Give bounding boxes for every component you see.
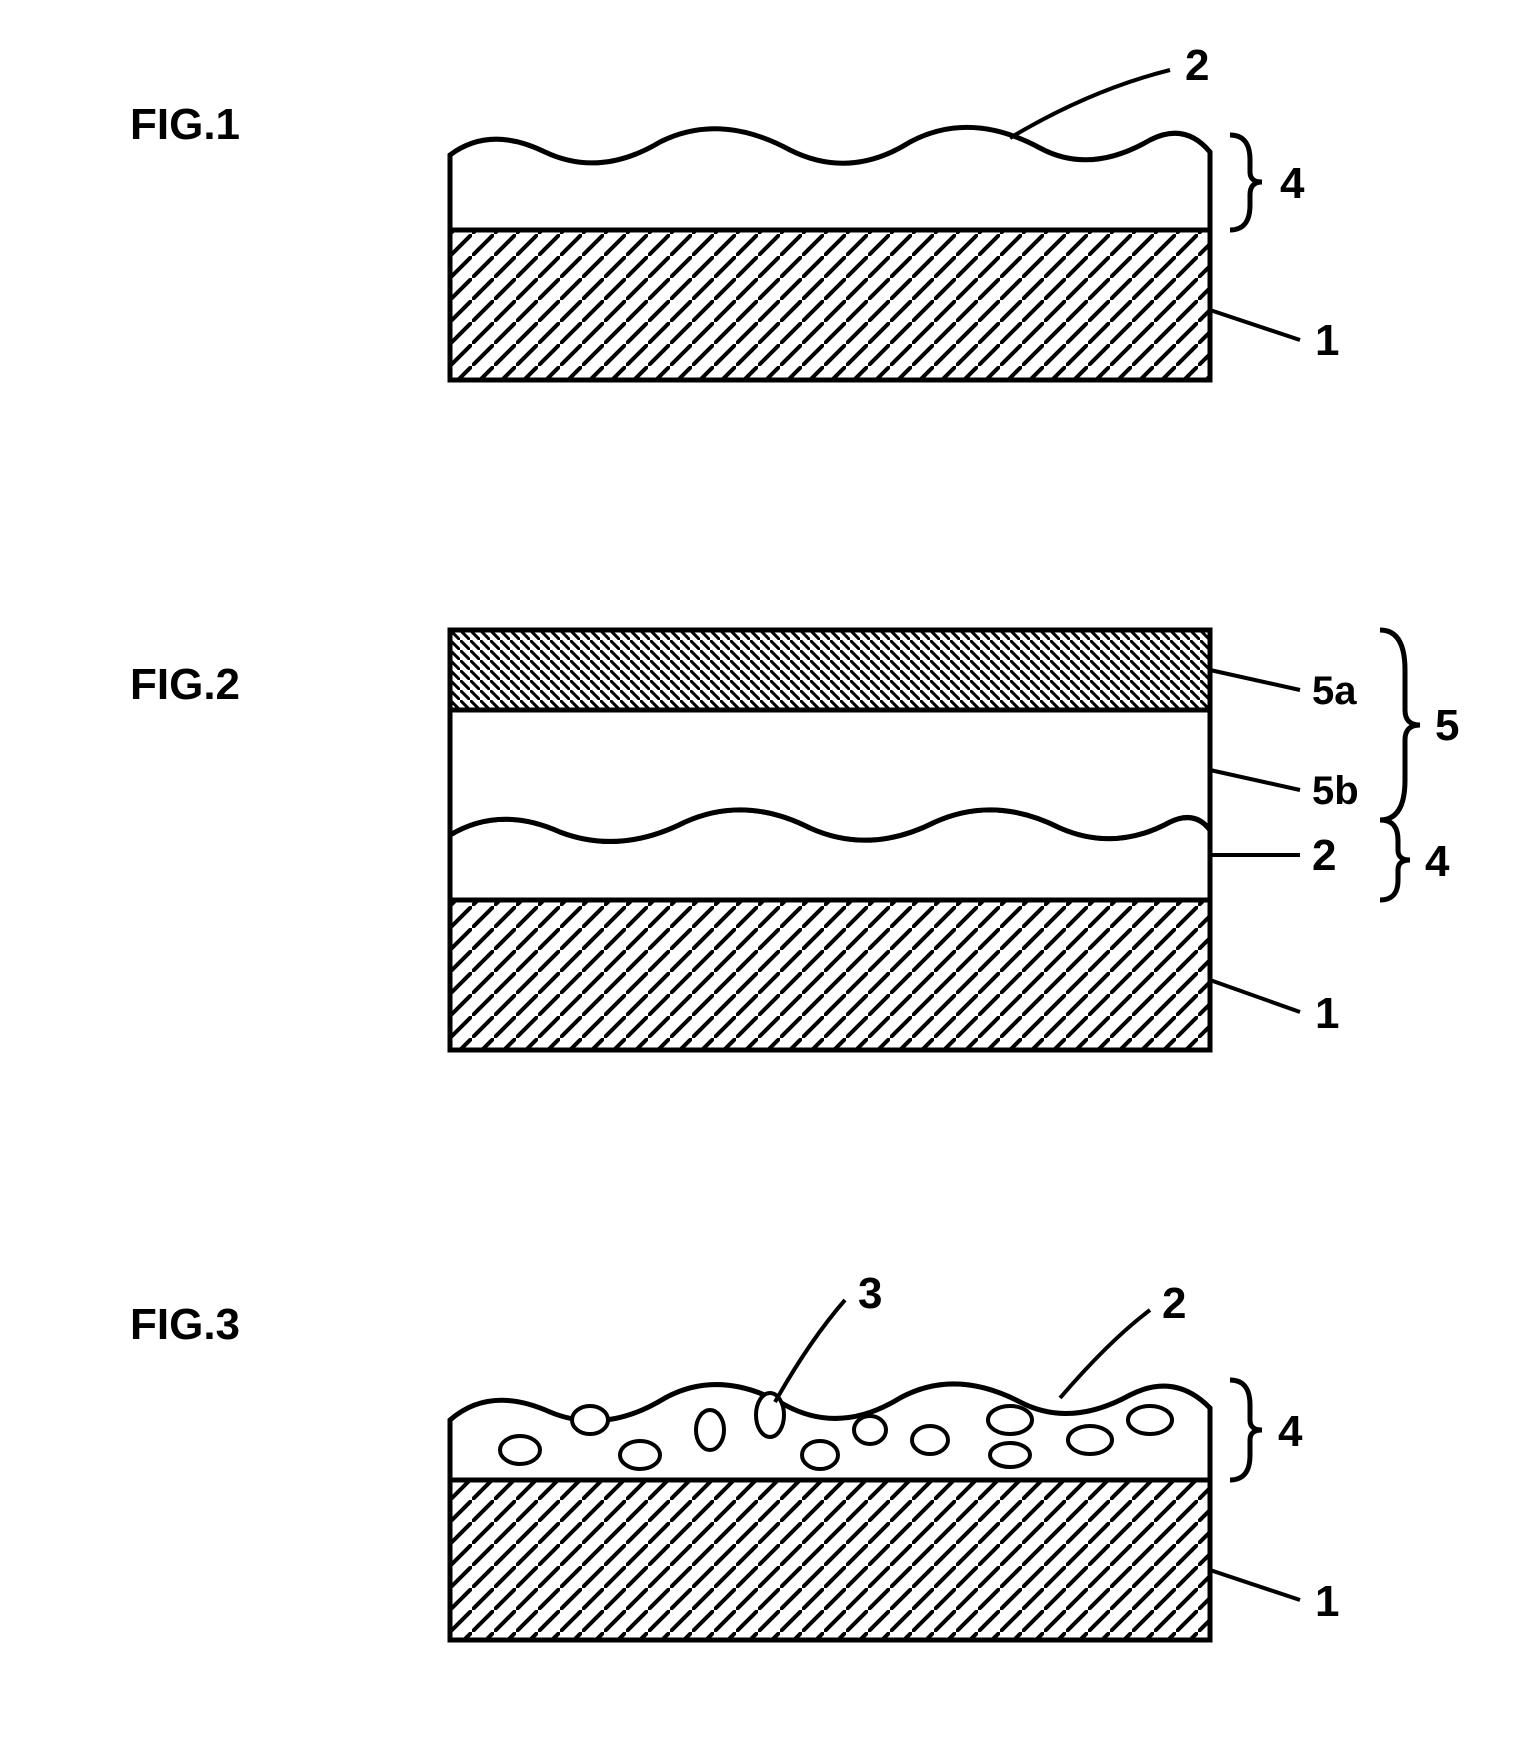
fig2-brace-4 xyxy=(1380,820,1410,900)
particle xyxy=(912,1426,948,1454)
particle xyxy=(572,1406,608,1434)
fig1-num-1: 1 xyxy=(1315,316,1339,365)
fig1-substrate xyxy=(450,230,1210,380)
fig2-callout-1 xyxy=(1210,980,1300,1012)
fig2-num-5: 5 xyxy=(1435,701,1459,750)
fig3-diagram: 3 2 4 1 xyxy=(450,1269,1339,1640)
fig2-film-5a xyxy=(450,630,1210,710)
fig1-callout-1 xyxy=(1210,310,1300,340)
fig1-diagram: 2 4 1 xyxy=(450,41,1339,380)
fig3-callout-2 xyxy=(1060,1310,1150,1398)
fig1-num-4: 4 xyxy=(1280,159,1305,208)
page: FIG.1 FIG.2 FIG.3 2 4 1 xyxy=(0,0,1536,1742)
fig3-callout-1 xyxy=(1210,1570,1300,1600)
particle xyxy=(500,1436,540,1464)
fig3-substrate xyxy=(450,1480,1210,1640)
particle xyxy=(620,1441,660,1469)
diagrams-svg: 2 4 1 5a 5b 5 xyxy=(0,0,1536,1742)
particle xyxy=(756,1393,784,1437)
fig2-num-5a: 5a xyxy=(1312,669,1357,713)
fig2-num-5b: 5b xyxy=(1312,769,1359,813)
particle xyxy=(1128,1406,1172,1434)
fig2-substrate xyxy=(450,900,1210,1050)
fig2-callout-5a xyxy=(1210,670,1300,690)
fig2-brace-5 xyxy=(1380,630,1420,820)
fig1-wavy-layer xyxy=(450,127,1210,230)
fig3-num-4: 4 xyxy=(1278,1407,1303,1456)
particle xyxy=(854,1416,886,1444)
fig1-callout-2 xyxy=(1010,70,1170,138)
particle xyxy=(696,1410,724,1450)
fig3-callout-3 xyxy=(775,1300,845,1402)
fig2-film-5b xyxy=(450,710,1210,841)
fig2-num-2: 2 xyxy=(1312,831,1336,880)
fig3-num-2: 2 xyxy=(1162,1279,1186,1328)
fig3-num-1: 1 xyxy=(1315,1577,1339,1626)
fig3-brace-4 xyxy=(1230,1380,1262,1480)
fig1-brace-4 xyxy=(1230,135,1262,230)
fig2-diagram: 5a 5b 5 2 4 1 xyxy=(450,630,1459,1050)
fig2-num-4: 4 xyxy=(1425,837,1450,886)
fig2-num-1: 1 xyxy=(1315,989,1339,1038)
fig3-num-3: 3 xyxy=(858,1269,882,1318)
particle xyxy=(802,1441,838,1469)
particle xyxy=(990,1443,1030,1467)
particle xyxy=(988,1406,1032,1434)
fig1-num-2: 2 xyxy=(1185,41,1209,90)
particle xyxy=(1068,1426,1112,1454)
fig2-callout-5b xyxy=(1210,770,1300,790)
